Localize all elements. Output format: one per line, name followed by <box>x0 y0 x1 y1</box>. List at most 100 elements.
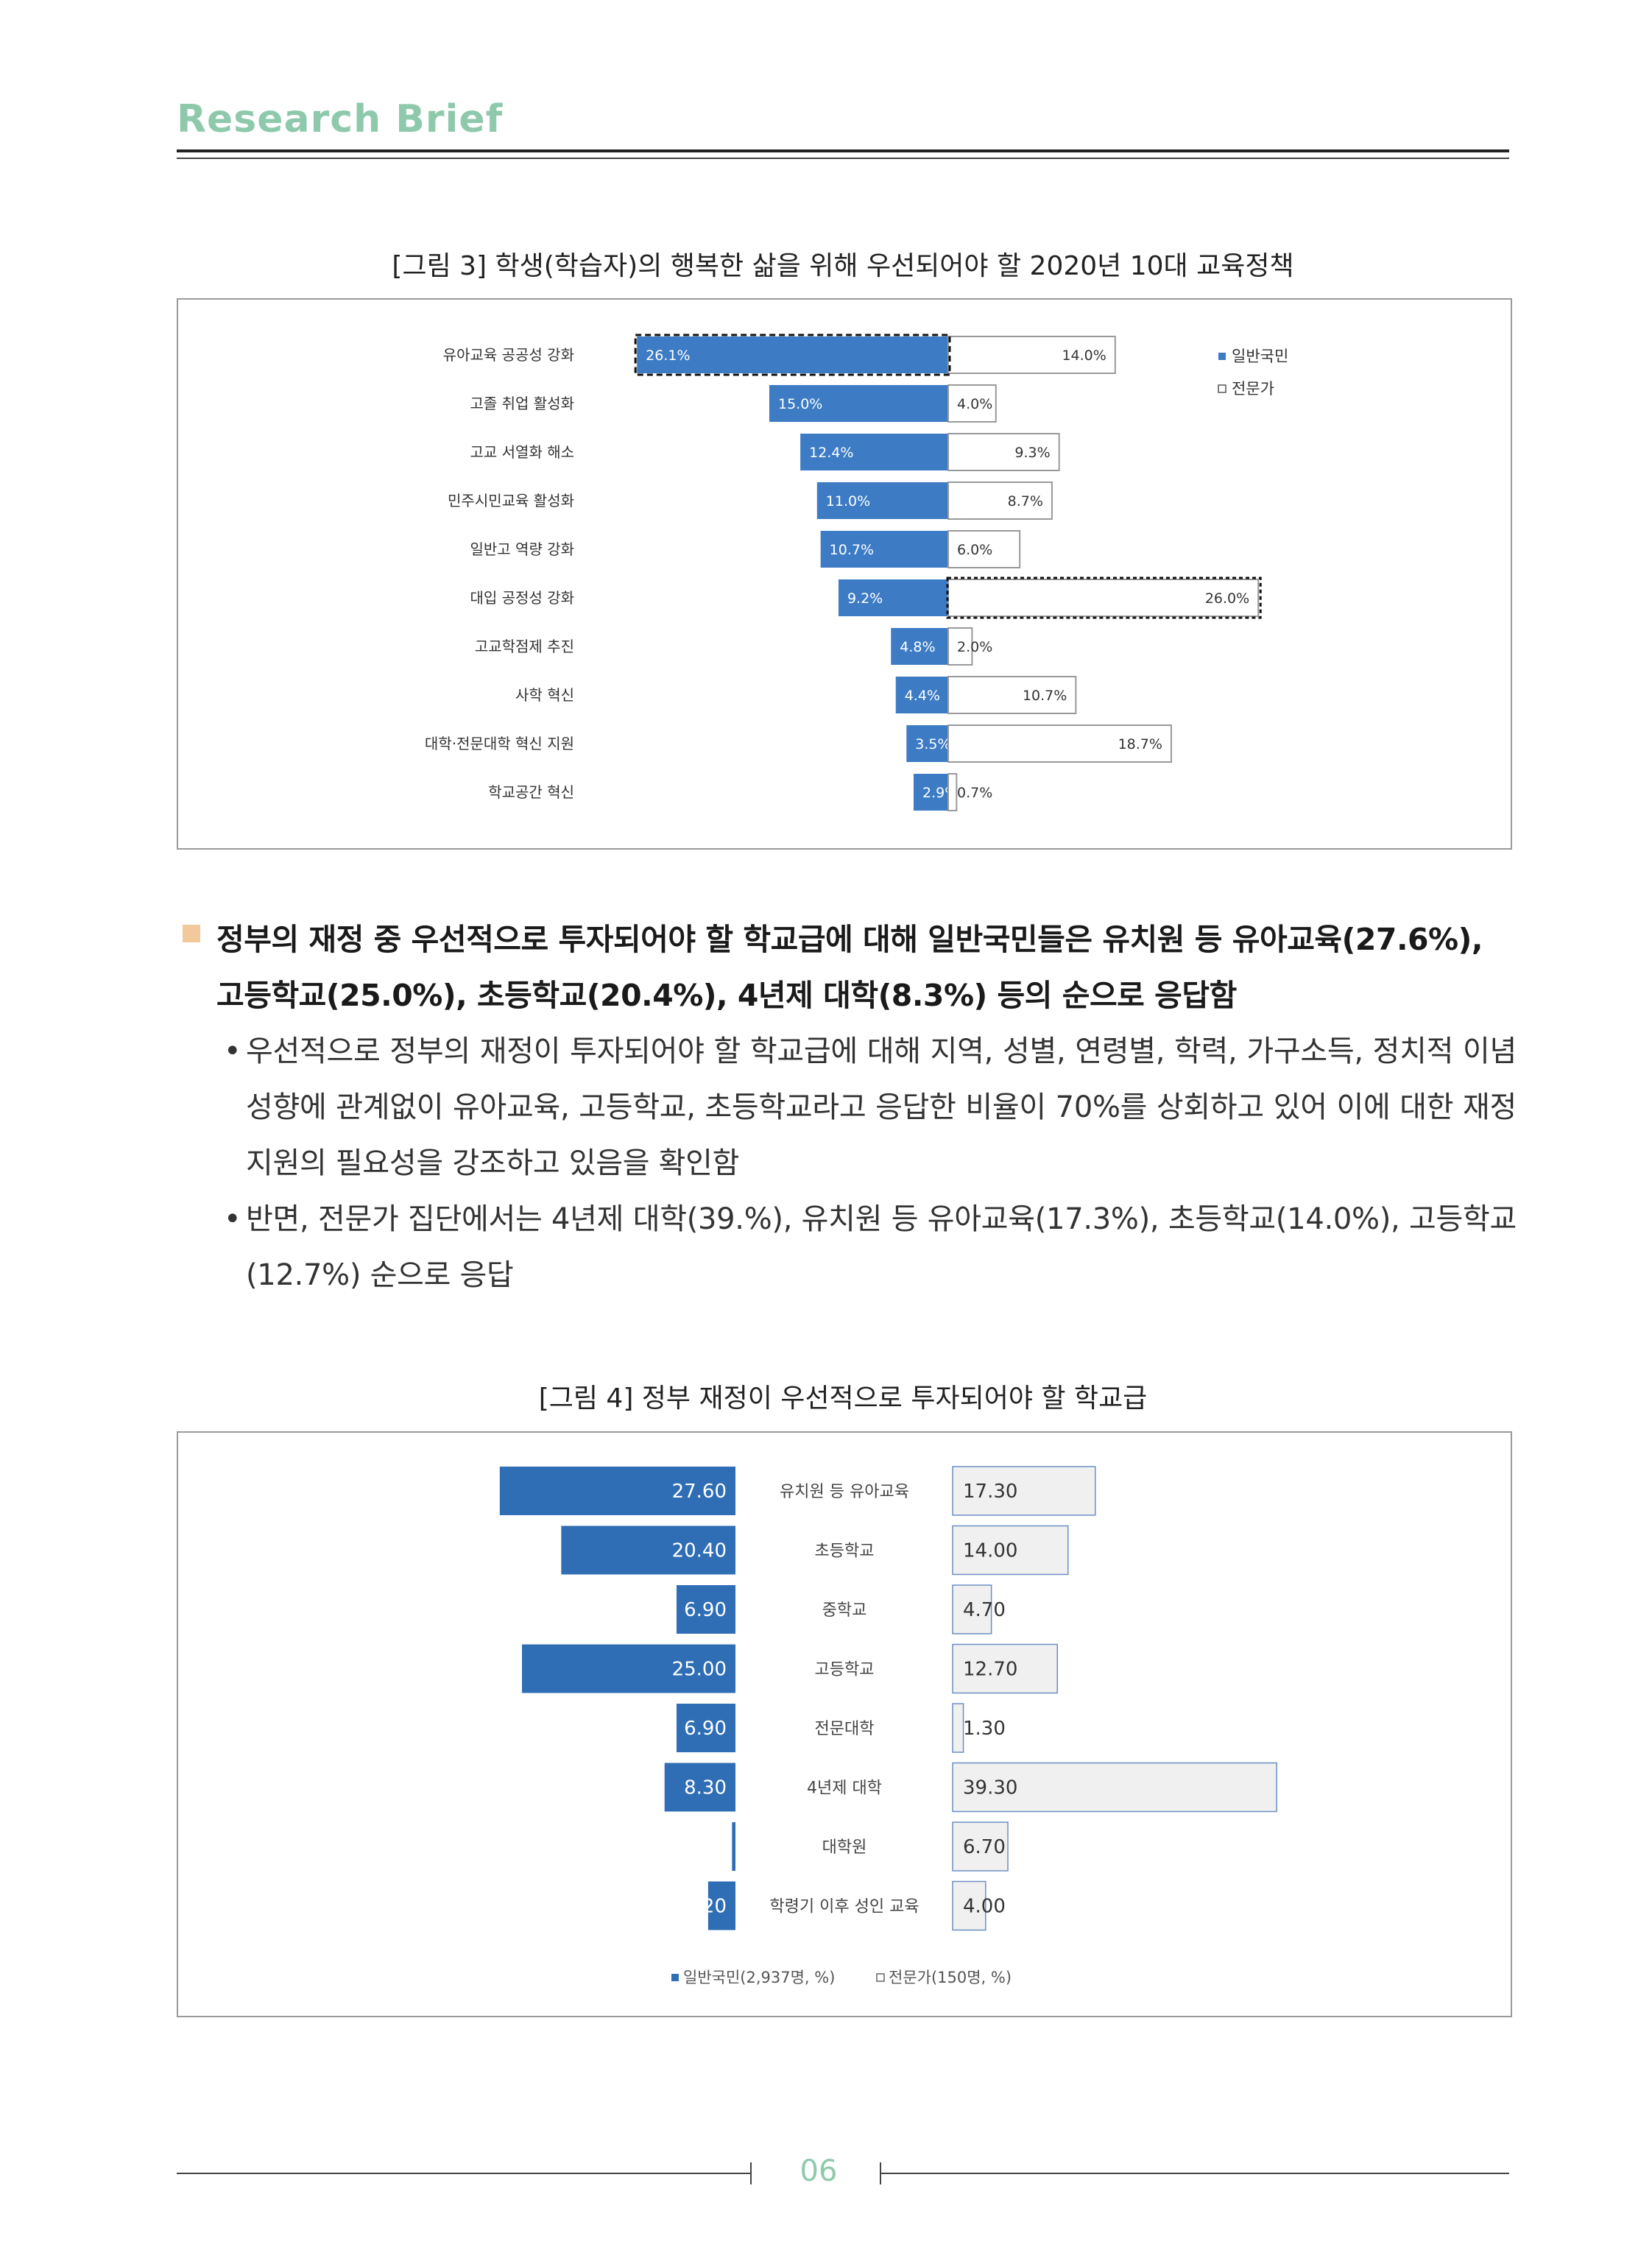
expert-bar <box>947 676 1077 714</box>
public-value-label: 20 <box>702 1896 727 1918</box>
legend-expert-swatch <box>876 1973 885 1982</box>
public-bar <box>561 1525 735 1575</box>
expert-value-label: 6.70 <box>963 1836 1006 1858</box>
public-bar <box>676 1585 735 1634</box>
legend-expert-swatch <box>1218 384 1226 393</box>
expert-value-label: 4.00 <box>963 1896 1006 1918</box>
expert-value-label: 6.0% <box>957 542 992 558</box>
category-label: 고등학교 <box>815 1661 875 1679</box>
legend-public-swatch <box>1218 353 1226 360</box>
legend-expert-label: 전문가 <box>1232 380 1274 398</box>
public-value-label: 6.90 <box>684 1718 727 1740</box>
legend-public-label: 일반국민 <box>1232 348 1288 365</box>
public-value-label: 15.0% <box>778 396 822 412</box>
expert-bar <box>952 1466 1096 1516</box>
figure3-chart: 유아교육 공공성 강화 26.1% 14.0% 고졸 취업 활성화 15.0% 4.0% 고… <box>425 334 1288 811</box>
public-bar <box>499 1467 735 1515</box>
public-bar <box>522 1644 735 1693</box>
legend-public-swatch <box>671 1974 679 1981</box>
bullet-2: 반면, 전문가 집단에서는 4년제 대학(39.%), 유치원 등 유아교육(1… <box>224 1191 1517 1303</box>
expert-bar <box>952 1880 986 1931</box>
expert-value-label: 12.70 <box>963 1659 1017 1681</box>
public-bar <box>914 774 948 811</box>
category-label: 고졸 취업 활성화 <box>470 395 574 412</box>
expert-value-label: 18.7% <box>1118 736 1162 752</box>
expert-bar <box>947 773 958 811</box>
category-label: 중학교 <box>822 1601 867 1620</box>
expert-bar <box>952 1762 1277 1813</box>
public-value-label: 25.00 <box>672 1659 727 1681</box>
section-body: 정부의 재정 중 우선적으로 투자되어야 할 학교급에 대해 일반국민들은 유치… <box>177 911 1517 1303</box>
category-label: 4년제 대학 <box>807 1779 882 1798</box>
bullet-1: 우선적으로 정부의 재정이 투자되어야 할 학교급에 대해 지역, 성별, 연령… <box>224 1023 1517 1191</box>
expert-bar <box>952 1821 1009 1872</box>
expert-bar <box>947 336 1116 374</box>
expert-bar <box>947 482 1053 520</box>
category-label: 고교 서열화 해소 <box>470 443 574 461</box>
header-rule-thick <box>177 149 1509 152</box>
expert-bar <box>952 1643 1058 1694</box>
expert-value-label: 39.30 <box>963 1777 1017 1799</box>
public-value-label: 8.30 <box>684 1777 727 1799</box>
category-label: 전문대학 <box>815 1720 875 1738</box>
public-bar <box>769 385 948 422</box>
public-bar <box>800 434 948 470</box>
expert-bar <box>947 579 1260 617</box>
public-bar <box>895 677 948 713</box>
category-label: 고교학점제 추진 <box>475 638 574 655</box>
public-bar <box>664 1763 735 1812</box>
expert-value-label: 1.30 <box>963 1718 1006 1740</box>
public-value-label: 20.40 <box>672 1540 727 1562</box>
public-value-label: 9.2% <box>847 590 883 607</box>
expert-bar <box>947 530 1021 568</box>
expert-value-label: 26.0% <box>1205 590 1249 607</box>
expert-bar <box>947 627 973 666</box>
expert-value-label: 17.30 <box>963 1481 1017 1503</box>
public-value-label: 12.4% <box>809 445 853 461</box>
expert-value-label: 2.0% <box>957 639 992 655</box>
page-number: 06 <box>799 2154 838 2188</box>
figure3-chart-box: 유아교육 공공성 강화 26.1% 14.0% 고졸 취업 활성화 15.0% 4.0% 고… <box>177 298 1512 850</box>
category-label: 대학원 <box>822 1838 867 1857</box>
category-label: 유아교육 공공성 강화 <box>443 346 574 364</box>
highlight-expert-admission <box>946 576 1262 619</box>
expert-bar <box>952 1584 992 1634</box>
expert-value-label: 4.70 <box>963 1599 1006 1621</box>
legend-public-label: 일반국민(2,937명, %) <box>683 1969 835 1986</box>
public-value-label: 3.5% <box>915 736 950 752</box>
expert-value-label: 9.3% <box>1014 445 1050 461</box>
category-label: 대학·전문대학 혁신 지원 <box>425 735 574 752</box>
public-value-label: 27.60 <box>672 1481 727 1503</box>
expert-bar <box>947 724 1172 763</box>
public-value-label: 11.0% <box>826 493 870 509</box>
section-headline: 정부의 재정 중 우선적으로 투자되어야 할 학교급에 대해 일반국민들은 유치… <box>216 922 1483 1013</box>
figure3-title: [그림 3] 학생(학습자)의 행복한 삶을 위해 우선되어야 할 2020년 … <box>392 251 1294 281</box>
category-label: 일반고 역량 강화 <box>470 540 574 558</box>
public-bar <box>820 531 948 568</box>
header-rule-thin <box>177 158 1509 159</box>
legend-expert-label: 전문가(150명, %) <box>889 1969 1012 1986</box>
public-value-label: 6.90 <box>684 1599 727 1621</box>
expert-value-label: 8.7% <box>1008 493 1043 509</box>
public-bar <box>707 1881 735 1930</box>
footer-line-left <box>177 2173 751 2174</box>
public-bar <box>891 628 948 665</box>
category-label: 학교공간 혁신 <box>488 783 574 801</box>
expert-bar <box>952 1525 1069 1576</box>
category-label: 민주시민교육 활성화 <box>448 492 574 509</box>
expert-bar <box>952 1703 964 1753</box>
expert-bar <box>947 433 1060 471</box>
highlight-public-top <box>634 334 951 376</box>
footer-tick-left <box>750 2162 752 2184</box>
public-value-label: 4.4% <box>905 688 940 704</box>
public-bar <box>816 482 948 519</box>
public-bar <box>838 579 948 616</box>
category-label: 유치원 등 유아교육 <box>780 1483 909 1501</box>
expert-value-label: 0.7% <box>957 785 992 801</box>
expert-bar <box>947 384 997 423</box>
public-value-label: 26.1% <box>646 348 690 364</box>
expert-value-label: 10.7% <box>1023 688 1067 704</box>
figure4-chart: 27.60 유치원 등 유아교육 17.30 20.40 초등학교 14.00 6.90 중학… <box>499 1466 1277 1986</box>
public-bar <box>676 1704 735 1752</box>
category-label: 대입 공정성 강화 <box>470 589 574 607</box>
